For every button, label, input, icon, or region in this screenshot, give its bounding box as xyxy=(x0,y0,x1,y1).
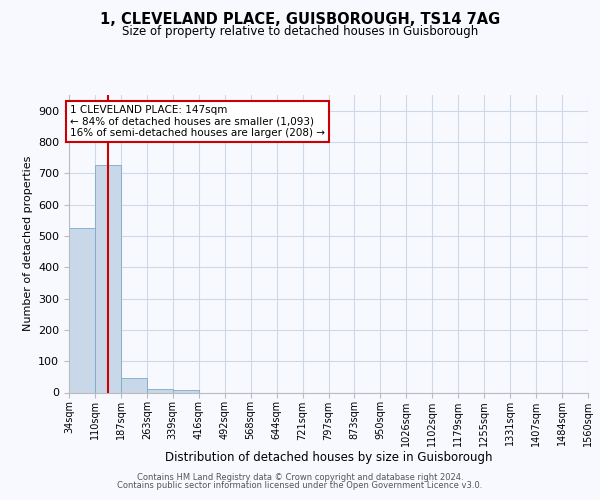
Text: 1 CLEVELAND PLACE: 147sqm
← 84% of detached houses are smaller (1,093)
16% of se: 1 CLEVELAND PLACE: 147sqm ← 84% of detac… xyxy=(70,105,325,138)
Bar xyxy=(173,390,199,392)
Bar xyxy=(147,388,173,392)
Text: Size of property relative to detached houses in Guisborough: Size of property relative to detached ho… xyxy=(122,25,478,38)
Y-axis label: Number of detached properties: Number of detached properties xyxy=(23,156,32,332)
Text: Contains public sector information licensed under the Open Government Licence v3: Contains public sector information licen… xyxy=(118,481,482,490)
Bar xyxy=(121,378,147,392)
Text: 1, CLEVELAND PLACE, GUISBOROUGH, TS14 7AG: 1, CLEVELAND PLACE, GUISBOROUGH, TS14 7A… xyxy=(100,12,500,28)
Text: Contains HM Land Registry data © Crown copyright and database right 2024.: Contains HM Land Registry data © Crown c… xyxy=(137,472,463,482)
Bar xyxy=(95,165,121,392)
Bar xyxy=(69,228,95,392)
X-axis label: Distribution of detached houses by size in Guisborough: Distribution of detached houses by size … xyxy=(165,452,492,464)
